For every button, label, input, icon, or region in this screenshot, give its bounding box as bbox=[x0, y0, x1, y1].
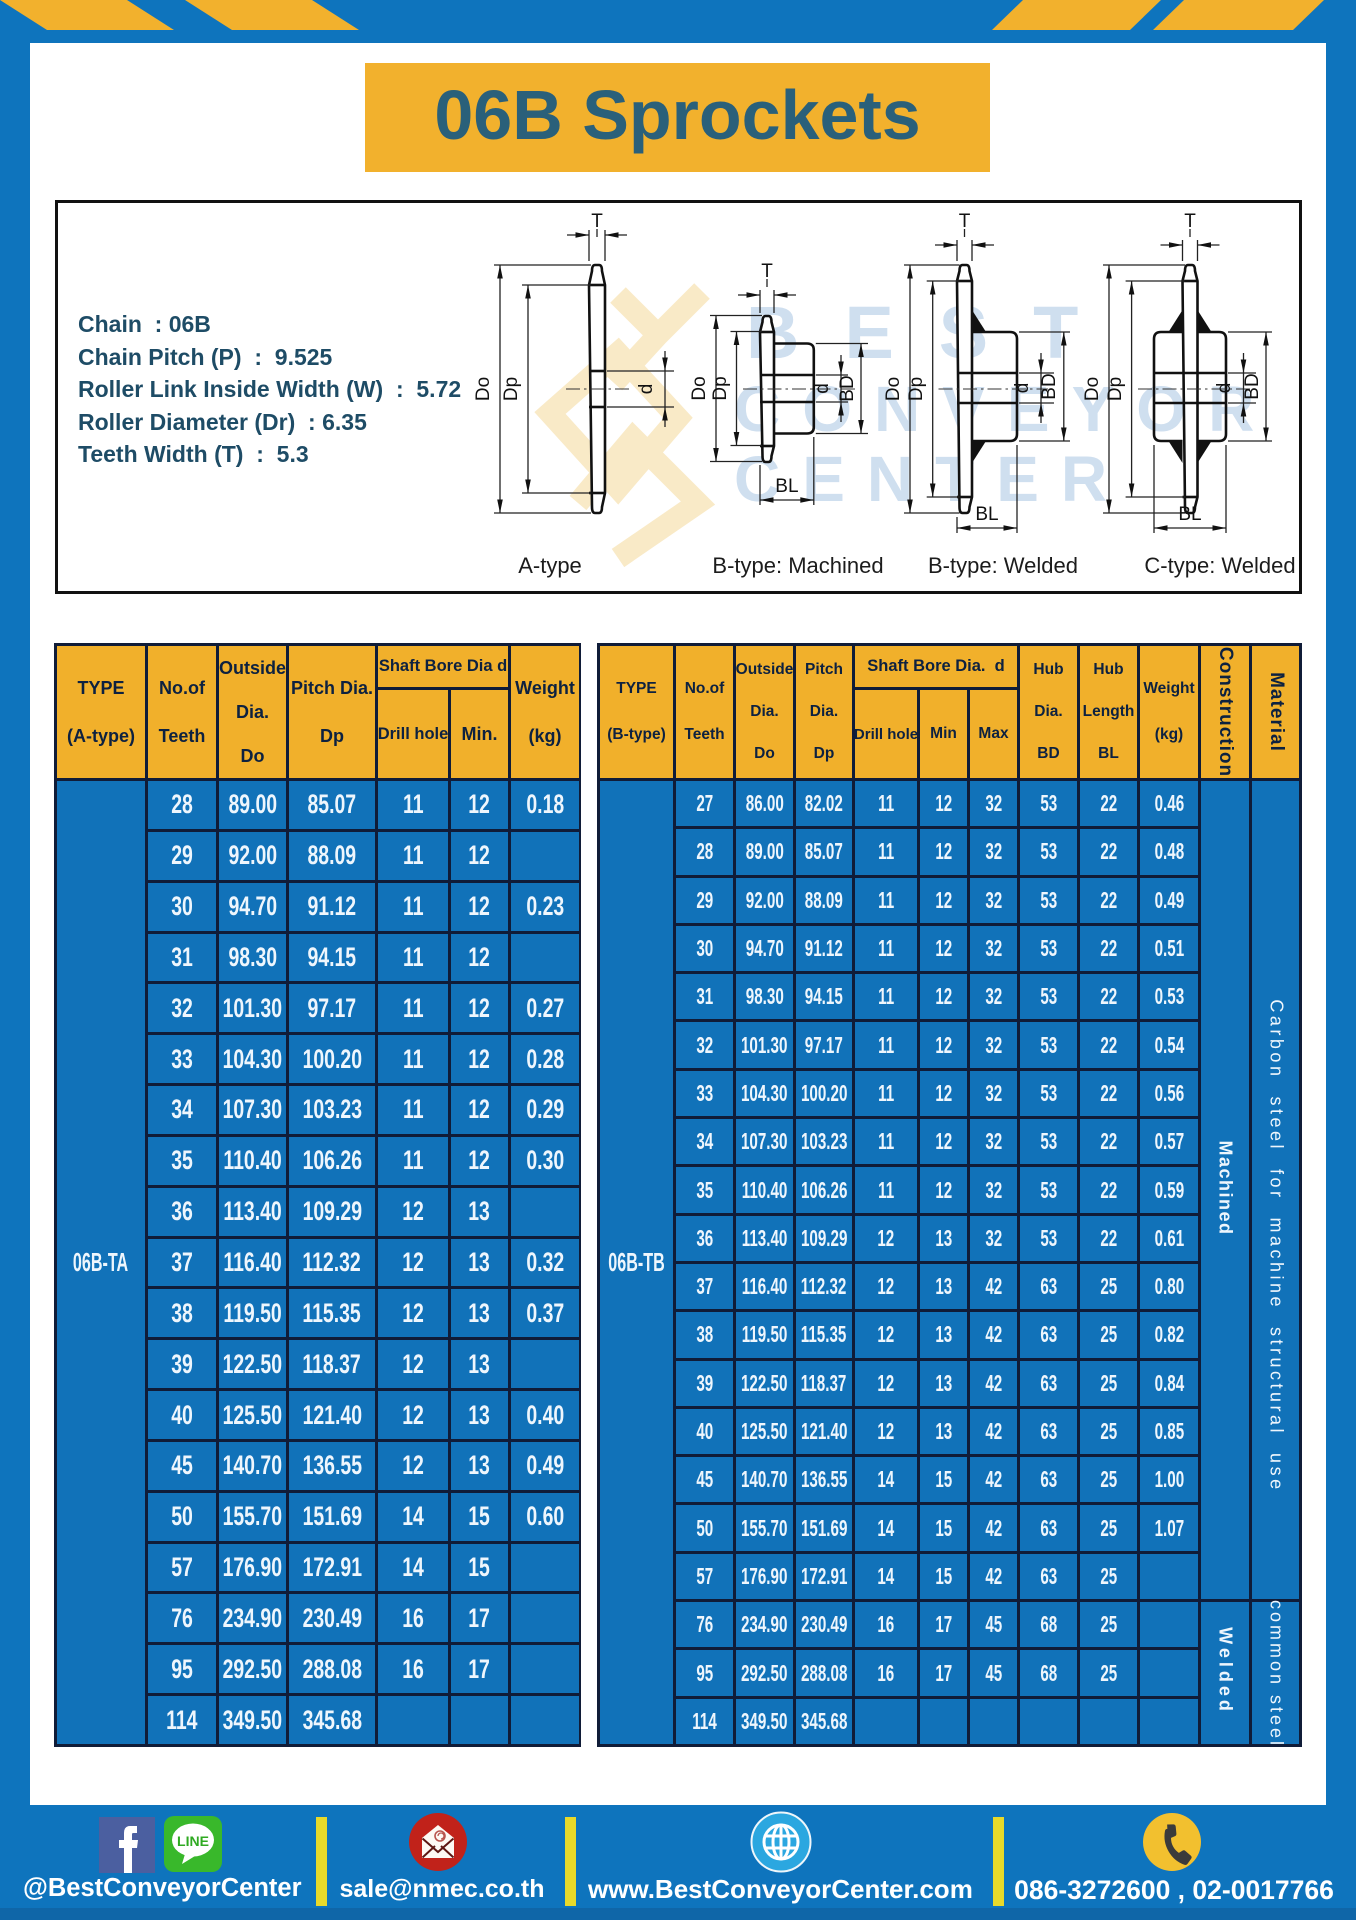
svg-text:BD: BD bbox=[1039, 373, 1060, 399]
svg-text:BD: BD bbox=[1242, 373, 1263, 399]
svg-text:CENTER: CENTER bbox=[734, 443, 1129, 515]
svg-text:T: T bbox=[1184, 211, 1196, 232]
svg-text:BL: BL bbox=[775, 476, 798, 497]
svg-text:Do: Do bbox=[689, 376, 710, 400]
svg-text:T: T bbox=[959, 211, 971, 232]
svg-text:Dp: Dp bbox=[1105, 377, 1126, 401]
svg-text:d: d bbox=[1012, 383, 1033, 394]
svg-text:Dp: Dp bbox=[710, 376, 731, 400]
svg-text:d: d bbox=[812, 383, 833, 394]
svg-text:d: d bbox=[636, 384, 657, 395]
svg-text:Dp: Dp bbox=[906, 377, 927, 401]
svg-text:d: d bbox=[1214, 383, 1235, 394]
svg-text:Do: Do bbox=[1082, 377, 1103, 401]
svg-text:Dp: Dp bbox=[501, 377, 522, 401]
svg-text:T: T bbox=[761, 261, 773, 282]
svg-text:Do: Do bbox=[883, 377, 904, 401]
svg-text:T: T bbox=[591, 211, 603, 232]
svg-text:BL: BL bbox=[975, 504, 998, 525]
svg-text:BL: BL bbox=[1178, 504, 1201, 525]
svg-text:Do: Do bbox=[473, 377, 494, 401]
svg-text:BD: BD bbox=[837, 375, 858, 401]
svg-text:LINE: LINE bbox=[177, 1833, 209, 1849]
